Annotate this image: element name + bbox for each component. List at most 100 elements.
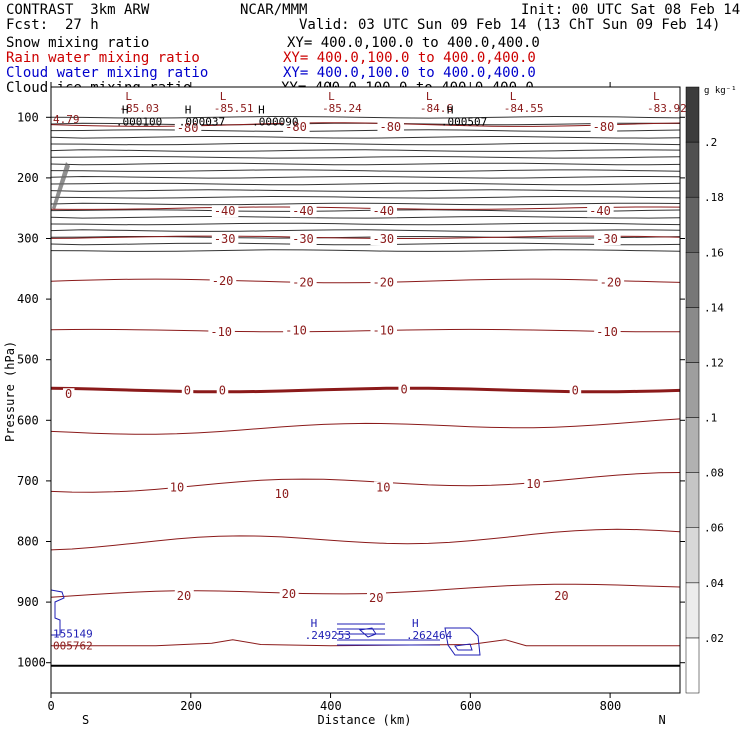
isotherm-label: -40 [372, 204, 394, 218]
cloud-ice-contour-line [50, 222, 681, 226]
colorbar-label: .12 [704, 356, 724, 369]
isotherm-label-bg [569, 384, 582, 397]
extremum-marker: L [125, 90, 132, 103]
extremum-value: -85.03 [119, 102, 159, 115]
isotherm-label-bg [211, 233, 239, 246]
isotherm-label-bg [373, 481, 393, 494]
extremum-value: -84.6 [420, 102, 453, 115]
colorbar-label: .06 [704, 522, 724, 535]
extremum-value: 4.79 [53, 113, 80, 126]
end-label-south: S [82, 713, 89, 727]
isotherm-label-bg [211, 205, 239, 218]
x-axis-title: Distance (km) [318, 713, 412, 727]
cloud-ice-contour-line [50, 242, 681, 246]
isotherm-line [50, 583, 681, 598]
cloud-ice-contour-line [50, 169, 681, 172]
isotherm-label: -10 [285, 324, 307, 338]
x-tick-label: 400 [320, 699, 342, 713]
isotherm-label-bg [552, 590, 572, 603]
isotherm-label: -20 [212, 274, 234, 288]
isotherm-label-bg [290, 233, 317, 246]
cloud-ice-contour-line [50, 175, 681, 179]
y-tick-label: 900 [17, 595, 39, 609]
isotherm-label-bg [174, 122, 202, 135]
isotherm-label-bg [398, 383, 410, 396]
cloud-ice-contour-line [50, 149, 681, 152]
colorbar-swatch [685, 141, 700, 198]
isotherm-label-bg [587, 205, 614, 218]
cloud-water-contours [50, 589, 481, 656]
cloud-water-contour [358, 627, 377, 638]
isotherm-label-bg [524, 477, 544, 490]
cloud-ice-contour-line [50, 202, 681, 206]
isotherm-line [50, 472, 681, 493]
colorbar-swatch [685, 527, 700, 584]
extremum-value: -85.24 [322, 102, 362, 115]
isotherm-label-bg [181, 384, 194, 397]
snow-contour-patch [52, 162, 70, 210]
cloud-ice-contour-line [50, 249, 681, 252]
x-tick-label: 600 [460, 699, 482, 713]
isotherm-line [50, 528, 681, 551]
cloud-ice-contour-line [50, 135, 681, 139]
end-label-north: N [659, 713, 666, 727]
isotherm-label-bg [377, 120, 404, 133]
y-axis-title: Pressure (hPa) [3, 341, 17, 442]
extremum-value: -85.51 [214, 102, 254, 115]
field-snow-xy: XY= 400.0,100.0 to 400.0,400.0 [287, 35, 540, 51]
extremum-marker: L [328, 90, 335, 103]
cloud-ice-contour-line [50, 142, 681, 146]
valid-time: Valid: 03 UTC Sun 09 Feb 14 (13 ChT Sun … [299, 17, 721, 33]
extremum-marker: H [185, 103, 192, 116]
extremum-value: .000100 [116, 115, 162, 128]
colorbar-label: .02 [704, 632, 724, 645]
isotherm-label-bg [290, 276, 317, 289]
isotherm-line [50, 122, 681, 127]
isotherm-line [50, 206, 681, 210]
extremum-value: -84.55 [504, 102, 544, 115]
fcst-value: 27 h [65, 17, 99, 33]
isotherm-label-bg [370, 276, 397, 289]
y-tick-label: 400 [17, 292, 39, 306]
extremum-marker: L [426, 90, 433, 103]
cloud-ice-contour-line [50, 229, 681, 232]
y-tick-label: 1000 [17, 656, 46, 670]
isotherm-label: 0 [65, 387, 72, 401]
isotherm-label-bg [370, 205, 397, 218]
cloud-ice-contour-line [50, 155, 681, 159]
y-tick-label: 100 [17, 110, 39, 124]
extremum-marker: H [311, 617, 318, 630]
isotherm-label-bg [366, 591, 386, 604]
field-cloudwater-xy: XY= 400.0,100.0 to 400.0,400.0 [283, 65, 536, 81]
isotherm-label: 10 [275, 487, 289, 501]
isotherm-label-bg [62, 388, 75, 401]
isotherm-label: -20 [372, 276, 394, 290]
isotherm-label-bg [167, 481, 187, 494]
isotherm-label: -10 [596, 325, 618, 339]
colorbar-swatch [685, 472, 700, 528]
isotherm-line [50, 328, 681, 333]
isotherm-label-bg [272, 488, 292, 501]
colorbar-swatch [685, 196, 700, 253]
colorbar-label: .16 [704, 246, 724, 259]
colorbar-swatch [685, 637, 700, 694]
colorbar-label: .2 [704, 136, 717, 149]
extremum-marker: H [258, 103, 265, 116]
contour-labels: -80 -80 -80 -80 -40 -40 -40 -40 -30 -30 -30 -30 -20 -… [53, 90, 687, 653]
y-tick-label: 600 [17, 413, 39, 427]
y-tick-label: 500 [17, 353, 39, 367]
isotherm-label: -20 [600, 276, 622, 290]
colorbar-label: .14 [704, 301, 724, 314]
colorbar-swatch [685, 86, 700, 143]
cloud-ice-contour-line [50, 115, 681, 119]
isotherm-label-bg [370, 233, 397, 246]
isotherm-label-bg [283, 120, 310, 133]
isotherm-label: 20 [369, 591, 383, 605]
cloud-ice-contour-line [50, 209, 681, 212]
isotherm-label: 20 [282, 587, 296, 601]
temperature-contours [50, 122, 681, 647]
fcst-label: Fcst: [6, 17, 49, 33]
y-tick-label: 700 [17, 474, 39, 488]
isotherm-label-bg [370, 324, 397, 337]
